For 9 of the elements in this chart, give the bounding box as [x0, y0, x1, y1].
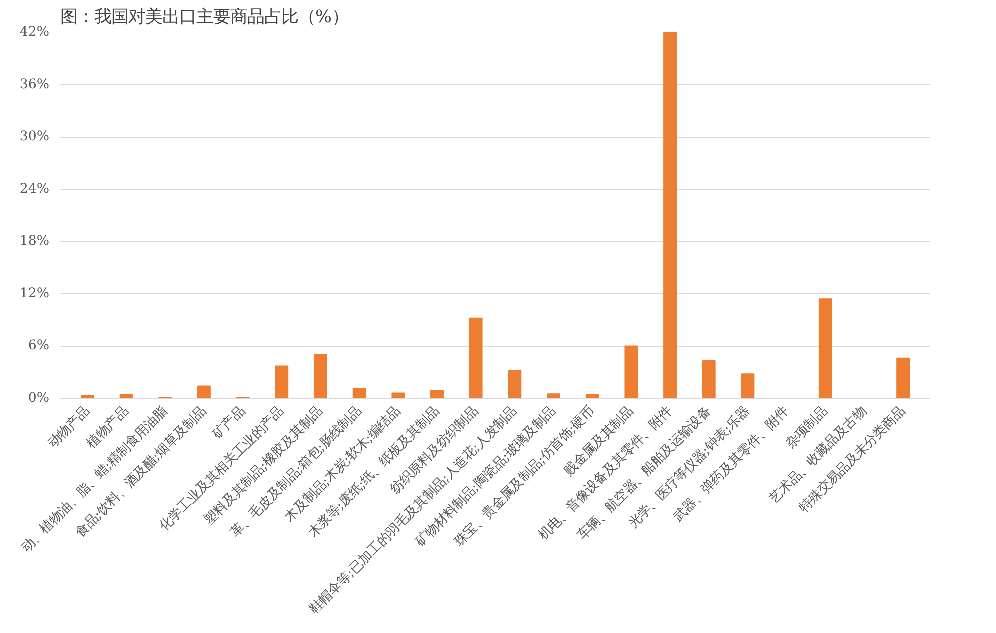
y-tick-label: 36%	[20, 77, 50, 92]
y-tick-label: 42%	[20, 25, 50, 40]
y-tick-label: 18%	[20, 234, 50, 250]
y-tick-label: 6%	[28, 338, 50, 354]
y-tick-label: 0%	[28, 391, 50, 406]
chart-title: 图：我国对美出口主要商品占比（%）	[60, 8, 349, 28]
y-tick-label: 30%	[20, 130, 50, 145]
y-tick-label: 24%	[20, 182, 50, 197]
y-tick-label: 12%	[20, 286, 50, 302]
